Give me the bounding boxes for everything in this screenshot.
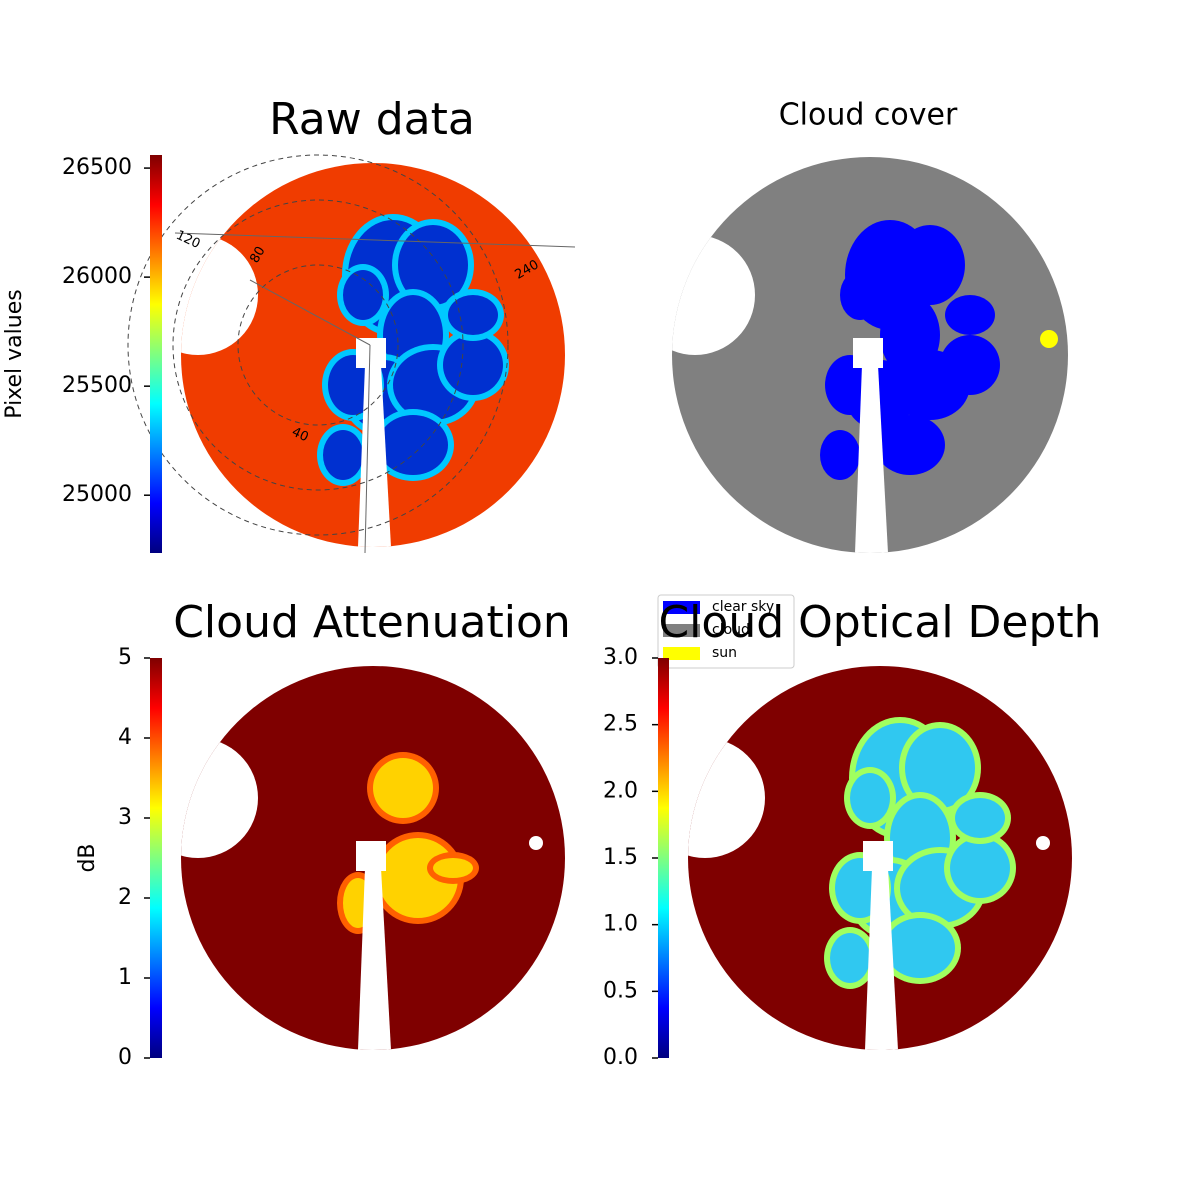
mask-corner bbox=[672, 157, 732, 187]
region bbox=[945, 295, 995, 335]
colorbar-tick-label: 1 bbox=[118, 965, 132, 990]
sky-image bbox=[181, 666, 565, 1050]
image-content bbox=[672, 157, 1068, 553]
region bbox=[895, 225, 965, 305]
colorbar-tick-label: 2.0 bbox=[603, 778, 638, 803]
polar-spoke bbox=[174, 232, 576, 248]
region bbox=[850, 773, 890, 823]
mask-box bbox=[356, 338, 386, 368]
mask-notch bbox=[181, 738, 258, 858]
polar-label: 40 bbox=[289, 425, 310, 446]
legend-label: clear sky bbox=[712, 599, 774, 615]
colorbar-tick-label: 25000 bbox=[62, 482, 132, 507]
region bbox=[820, 430, 860, 480]
region bbox=[905, 728, 975, 808]
mask-box bbox=[356, 841, 386, 871]
mask-box bbox=[853, 338, 883, 368]
mask-corner bbox=[181, 163, 241, 193]
region bbox=[875, 415, 945, 475]
mask-mast bbox=[855, 365, 888, 553]
mask-sun bbox=[1036, 836, 1050, 850]
colorbar-tick-label: 2.5 bbox=[603, 712, 638, 737]
region bbox=[448, 295, 498, 335]
legend-label: cloud bbox=[712, 622, 750, 638]
colorbar bbox=[150, 155, 162, 553]
colorbar-tick-label: 3.0 bbox=[603, 645, 638, 670]
colorbar-tick-label: 25500 bbox=[62, 373, 132, 398]
legend: clear sky cloud sun bbox=[657, 594, 795, 669]
sky-image bbox=[181, 163, 565, 547]
colorbar-label: dB bbox=[75, 843, 100, 872]
colorbar-tick-label: 26000 bbox=[62, 264, 132, 289]
colorbar-tick-label: 5 bbox=[118, 645, 132, 670]
mask-corner bbox=[688, 666, 748, 696]
polar-spoke bbox=[364, 344, 371, 554]
mask-mast bbox=[358, 868, 391, 1050]
mask-sun bbox=[529, 836, 543, 850]
polar-ring bbox=[127, 154, 509, 536]
legend-swatch bbox=[663, 647, 700, 660]
image-content bbox=[181, 163, 565, 547]
region bbox=[433, 858, 473, 878]
colorbar-tick-label: 0 bbox=[118, 1045, 132, 1070]
sun-marker bbox=[1040, 330, 1058, 348]
region bbox=[323, 430, 363, 480]
region bbox=[343, 270, 383, 320]
polar-spoke bbox=[249, 279, 371, 346]
sky-image bbox=[672, 157, 1068, 553]
colorbar-tick-label: 1.5 bbox=[603, 845, 638, 870]
mask-mast bbox=[865, 868, 898, 1050]
colorbar-tick-label: 1.0 bbox=[603, 912, 638, 937]
sky-image bbox=[688, 666, 1072, 1050]
colorbar-label: Pixel values bbox=[2, 289, 27, 418]
colorbar-tick-label: 26500 bbox=[62, 155, 132, 180]
region bbox=[373, 758, 433, 818]
polar-ring bbox=[172, 199, 464, 491]
mask-corner bbox=[181, 666, 241, 696]
colorbar-tick-label: 2 bbox=[118, 885, 132, 910]
mask-notch bbox=[688, 738, 765, 858]
mask-notch bbox=[181, 235, 258, 355]
panel-title: Cloud Attenuation bbox=[173, 597, 571, 648]
image-content bbox=[688, 666, 1072, 1050]
region bbox=[443, 335, 503, 395]
colorbar-tick-label: 4 bbox=[118, 725, 132, 750]
polar-label: 80 bbox=[247, 244, 268, 266]
panel-title: Cloud cover bbox=[779, 98, 958, 133]
panel-title: Raw data bbox=[269, 94, 475, 145]
panel-title: Cloud Optical Depth bbox=[658, 597, 1101, 648]
region bbox=[378, 415, 448, 475]
mask-notch bbox=[672, 235, 755, 355]
colorbar-tick-label: 0.0 bbox=[603, 1045, 638, 1070]
polar-label: 120 bbox=[174, 228, 203, 252]
region bbox=[830, 933, 870, 983]
legend-label: sun bbox=[712, 645, 737, 661]
colorbar bbox=[150, 658, 162, 1058]
image-content bbox=[181, 666, 565, 1050]
colorbar bbox=[658, 658, 669, 1058]
region bbox=[885, 918, 955, 978]
colorbar-tick-label: 3 bbox=[118, 805, 132, 830]
polar-ring bbox=[237, 264, 399, 426]
region bbox=[840, 270, 880, 320]
legend-swatch bbox=[663, 601, 700, 614]
legend-swatch bbox=[663, 624, 700, 637]
region bbox=[940, 335, 1000, 395]
mask-box bbox=[863, 841, 893, 871]
region bbox=[955, 798, 1005, 838]
colorbar-tick-label: 0.5 bbox=[603, 978, 638, 1003]
region bbox=[950, 838, 1010, 898]
